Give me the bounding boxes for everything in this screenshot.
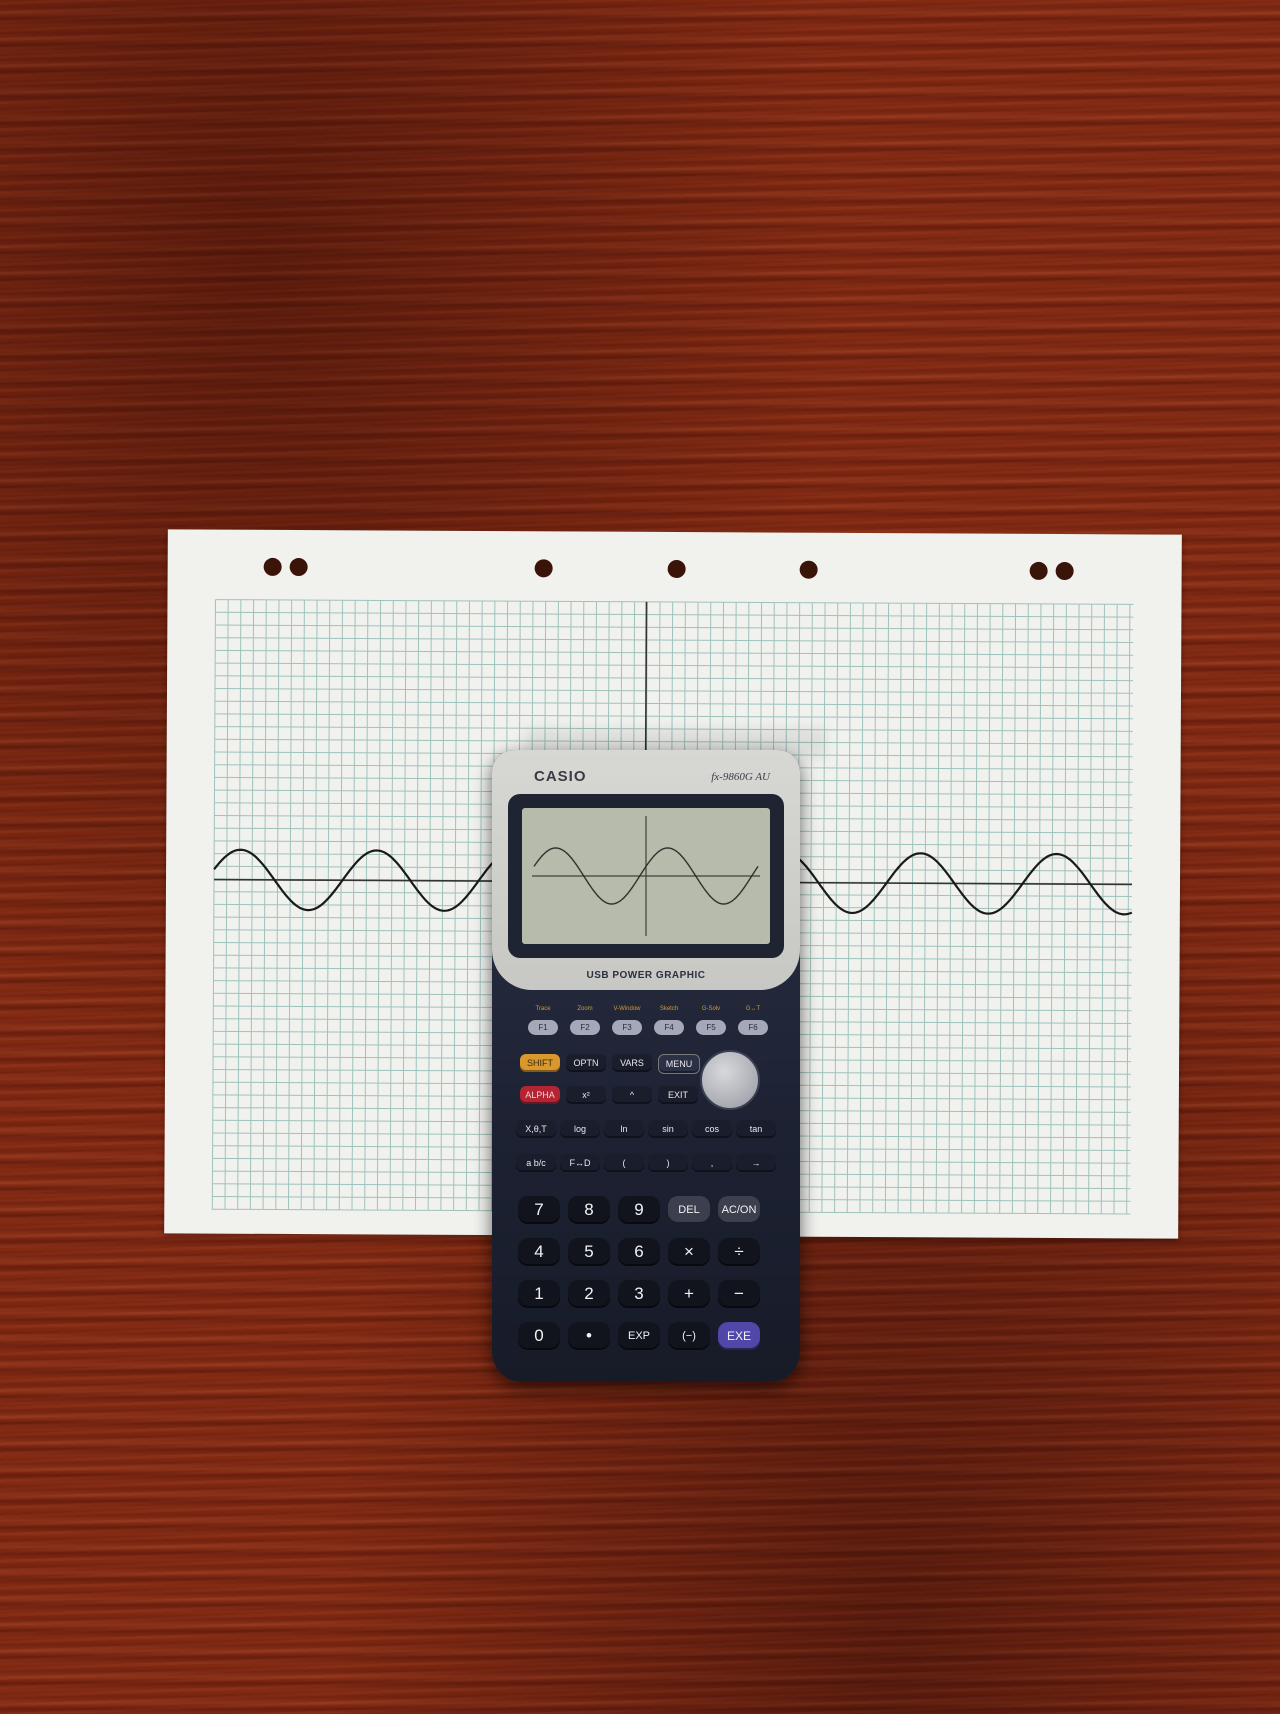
- key-abc-button[interactable]: a b/c: [516, 1154, 556, 1172]
- key-7-button[interactable]: 7: [518, 1196, 560, 1224]
- key--button[interactable]: ^: [612, 1086, 652, 1104]
- number-row-4: 0 • EXP (−) EXE: [518, 1322, 760, 1350]
- fkey-caption: G-Solv: [701, 1006, 721, 1012]
- key-sin-button[interactable]: sin: [648, 1120, 688, 1138]
- graphing-calculator: CASIO fx-9860G AU USB POWER GRAPHIC Trac…: [492, 750, 800, 1382]
- key-8-button[interactable]: 8: [568, 1196, 610, 1224]
- key-exp-button[interactable]: EXP: [618, 1322, 660, 1350]
- key-f6-button[interactable]: F6: [738, 1020, 768, 1035]
- key-0-button[interactable]: 0: [518, 1322, 560, 1350]
- usb-power-graphic-label: USB POWER GRAPHIC: [586, 970, 706, 981]
- replay-dpad: [700, 1050, 760, 1110]
- fkey-caption: Zoom: [577, 1006, 593, 1012]
- function-key-row: F1 F2 F3 F4 F5 F6: [528, 1020, 768, 1035]
- key-menu-button[interactable]: MENU: [658, 1054, 700, 1074]
- key--button[interactable]: +: [668, 1280, 710, 1308]
- key-f5-button[interactable]: F5: [696, 1020, 726, 1035]
- key--button[interactable]: ×: [668, 1238, 710, 1266]
- key-row-4: a b/c F↔D(), →: [516, 1154, 776, 1172]
- key-ln-button[interactable]: ln: [604, 1120, 644, 1138]
- key-5-button[interactable]: 5: [568, 1238, 610, 1266]
- key--button[interactable]: −: [718, 1280, 760, 1308]
- key-exit-button[interactable]: EXIT: [658, 1086, 698, 1104]
- calculator-model: fx-9860G AU: [711, 771, 770, 783]
- key-4-button[interactable]: 4: [518, 1238, 560, 1266]
- key-row-2: ALPHA x² ^ EXIT: [520, 1086, 698, 1104]
- key--button[interactable]: ,: [692, 1154, 732, 1172]
- key-cos-button[interactable]: cos: [692, 1120, 732, 1138]
- number-row-1: 7 8 9 DEL AC/ON: [518, 1196, 760, 1224]
- key-xt-button[interactable]: X,θ,T: [516, 1120, 556, 1138]
- lcd-screen: [522, 808, 770, 944]
- key-shift-button[interactable]: SHIFT: [520, 1054, 560, 1072]
- key-log-button[interactable]: log: [560, 1120, 600, 1138]
- key--button[interactable]: ÷: [718, 1238, 760, 1266]
- key--button[interactable]: (−): [668, 1322, 710, 1350]
- key-f3-button[interactable]: F3: [612, 1020, 642, 1035]
- key-f2-button[interactable]: F2: [570, 1020, 600, 1035]
- key-row-3: X,θ,T log ln sin cos tan: [516, 1120, 776, 1138]
- key--button[interactable]: (: [604, 1154, 644, 1172]
- key-fd-button[interactable]: F↔D: [560, 1154, 600, 1172]
- key-tan-button[interactable]: tan: [736, 1120, 776, 1138]
- number-row-2: 4 5 6 × ÷: [518, 1238, 760, 1266]
- key--button[interactable]: ): [648, 1154, 688, 1172]
- key-3-button[interactable]: 3: [618, 1280, 660, 1308]
- key-alpha-button[interactable]: ALPHA: [520, 1086, 560, 1104]
- key-acon-button[interactable]: AC/ON: [718, 1196, 760, 1224]
- fkey-caption-row: Trace Zoom V-Window Sketch G-Solv G↔T: [524, 1006, 772, 1012]
- key-row-1: SHIFT OPTN VARS MENU: [520, 1054, 700, 1074]
- key--button[interactable]: •: [568, 1322, 610, 1350]
- key-exe-button[interactable]: EXE: [718, 1322, 760, 1350]
- calculator-brand: CASIO: [534, 768, 587, 785]
- key-2-button[interactable]: 2: [568, 1280, 610, 1308]
- lcd-graph: [532, 816, 760, 936]
- number-row-3: 1 2 3 + −: [518, 1280, 760, 1308]
- key-x-button[interactable]: x²: [566, 1086, 606, 1104]
- fkey-caption: G↔T: [745, 1006, 761, 1012]
- fkey-caption: Sketch: [659, 1006, 679, 1012]
- fkey-caption: Trace: [535, 1006, 551, 1012]
- key-vars-button[interactable]: VARS: [612, 1054, 652, 1072]
- fkey-caption: V-Window: [613, 1006, 641, 1012]
- key-6-button[interactable]: 6: [618, 1238, 660, 1266]
- screen-frame: [508, 794, 784, 958]
- key-optn-button[interactable]: OPTN: [566, 1054, 606, 1072]
- key-del-button[interactable]: DEL: [668, 1196, 710, 1224]
- key-1-button[interactable]: 1: [518, 1280, 560, 1308]
- lcd-sine-wave: [533, 847, 759, 905]
- key-9-button[interactable]: 9: [618, 1196, 660, 1224]
- key-f1-button[interactable]: F1: [528, 1020, 558, 1035]
- key-f4-button[interactable]: F4: [654, 1020, 684, 1035]
- key--button[interactable]: →: [736, 1154, 776, 1172]
